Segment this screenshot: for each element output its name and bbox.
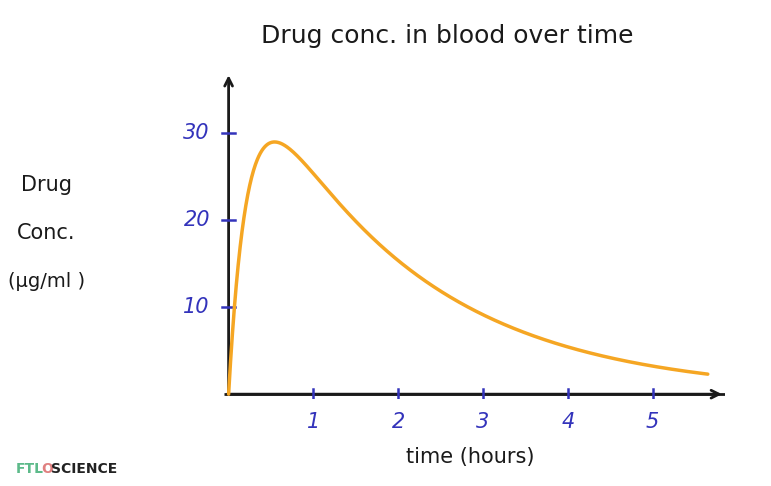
Text: 30: 30 (183, 123, 210, 143)
Text: Drug: Drug (21, 174, 72, 195)
Text: 4: 4 (561, 412, 574, 432)
Text: O: O (41, 462, 52, 476)
Text: (μg/ml ): (μg/ml ) (8, 272, 85, 292)
Text: FTL: FTL (15, 462, 43, 476)
Text: 2: 2 (392, 412, 405, 432)
Text: Conc.: Conc. (17, 223, 76, 243)
Text: 10: 10 (183, 297, 210, 317)
Text: 5: 5 (646, 412, 659, 432)
Text: time (hours): time (hours) (406, 447, 534, 467)
Text: SCIENCE: SCIENCE (51, 462, 117, 476)
Text: Drug conc. in blood over time: Drug conc. in blood over time (261, 24, 634, 48)
Text: 3: 3 (476, 412, 490, 432)
Text: 1: 1 (307, 412, 320, 432)
Text: 20: 20 (183, 210, 210, 230)
